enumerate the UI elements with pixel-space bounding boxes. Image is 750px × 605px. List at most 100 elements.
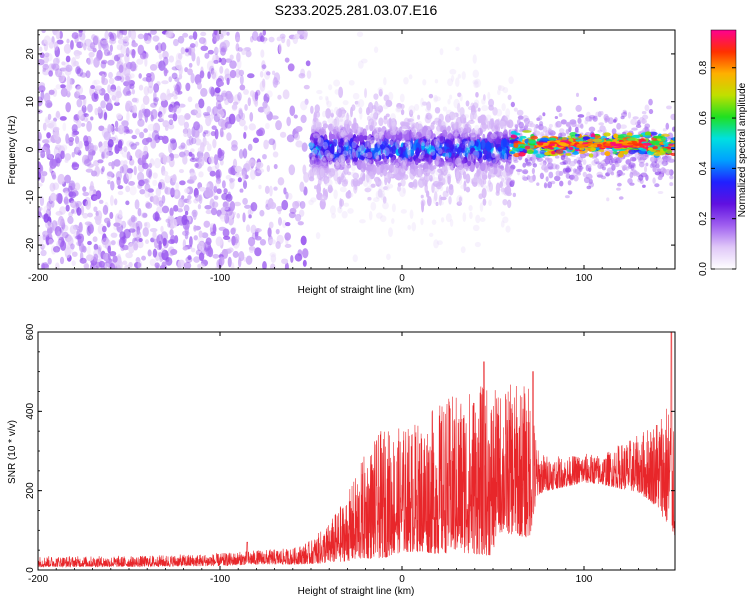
spectrogram-cell bbox=[616, 182, 622, 187]
spectrogram-cell bbox=[107, 245, 111, 254]
spectrogram-cell bbox=[161, 80, 169, 85]
spectrogram-cell bbox=[125, 100, 133, 112]
spectrogram-cell bbox=[448, 184, 454, 190]
spectrogram-cell bbox=[137, 240, 144, 249]
spectrogram-cell bbox=[118, 209, 123, 219]
spectrogram-cell bbox=[443, 171, 451, 176]
spectrogram-cell bbox=[38, 182, 43, 187]
spectrogram-cell bbox=[238, 109, 244, 120]
spectrogram-cell bbox=[136, 58, 144, 65]
spectrogram-cell bbox=[506, 121, 511, 128]
spectrogram-cell bbox=[150, 102, 157, 108]
spectrogram-cell bbox=[95, 85, 102, 90]
y-tick-label: 200 bbox=[25, 482, 36, 499]
spectrogram-cell bbox=[177, 261, 182, 269]
spectrogram-cell bbox=[157, 118, 164, 123]
spectrogram-cell bbox=[648, 109, 654, 115]
spectrogram-cell bbox=[440, 217, 445, 223]
spectrogram-cell bbox=[343, 202, 350, 207]
spectrogram-cell bbox=[78, 30, 83, 33]
spectrogram-cell bbox=[112, 255, 118, 263]
spectrogram-cell bbox=[268, 138, 276, 146]
spectrogram-cell bbox=[334, 178, 339, 185]
spectrogram-cell bbox=[481, 98, 486, 105]
spectrogram-cell bbox=[427, 113, 434, 120]
spectrogram-cell bbox=[168, 103, 174, 113]
spectrogram-cell bbox=[265, 122, 270, 130]
spectrogram-cell bbox=[194, 103, 200, 109]
spectrogram-cell bbox=[110, 232, 118, 238]
spectrogram-cell bbox=[125, 35, 130, 43]
spectrogram-cell bbox=[194, 40, 199, 48]
spectrogram-cell bbox=[609, 141, 617, 145]
spectrogram-cell bbox=[38, 85, 46, 93]
spectrogram-cell bbox=[642, 142, 652, 146]
spectrogram-cell bbox=[400, 168, 405, 173]
spectrogram-cell bbox=[539, 172, 545, 180]
spectrogram-cell bbox=[164, 95, 172, 101]
spectrogram-cell bbox=[619, 133, 628, 138]
spectrogram-cell bbox=[177, 201, 183, 209]
spectrogram-cell bbox=[138, 238, 143, 243]
spectrogram-cell bbox=[576, 144, 584, 148]
spectrogram-cell bbox=[480, 139, 486, 150]
spectrogram-cell bbox=[109, 251, 117, 257]
spectrogram-cell bbox=[126, 151, 131, 161]
spectrogram-cell bbox=[316, 175, 320, 180]
spectrogram-cell bbox=[52, 63, 60, 71]
spectrogram-cell bbox=[205, 209, 212, 215]
spectrogram-cell bbox=[397, 185, 401, 192]
spectrogram-cell bbox=[115, 113, 123, 120]
spectrogram-cell bbox=[38, 206, 43, 212]
spectrogram-cell bbox=[327, 184, 333, 194]
spectrogram-cell bbox=[227, 93, 234, 104]
spectrogram-cell bbox=[191, 153, 195, 161]
spectrogram-cell bbox=[247, 97, 252, 107]
spectrogram-cell bbox=[518, 152, 526, 157]
spectrogram-cell bbox=[148, 170, 152, 180]
spectrogram-cell bbox=[125, 252, 133, 259]
spectrogram-cell bbox=[481, 105, 489, 112]
spectrogram-cell bbox=[237, 257, 242, 268]
spectrogram-cell bbox=[298, 209, 305, 217]
spectrogram-cell bbox=[666, 157, 671, 162]
spectrogram-cell bbox=[455, 46, 460, 52]
spectrogram-cell bbox=[219, 127, 224, 138]
spectrogram-cell bbox=[395, 139, 401, 150]
spectrogram-cell bbox=[229, 177, 234, 184]
spectrogram-cell bbox=[47, 257, 52, 265]
spectrogram-cell bbox=[205, 237, 212, 246]
spectrogram-cell bbox=[201, 232, 209, 239]
spectrogram-cell bbox=[178, 199, 182, 207]
spectrogram-cell bbox=[275, 120, 282, 131]
spectrogram-cell bbox=[288, 164, 296, 176]
spectrogram-cell bbox=[510, 134, 518, 139]
spectrogram-cell bbox=[73, 114, 80, 123]
spectrogram-cell bbox=[212, 138, 217, 149]
spectrogram-cell bbox=[237, 47, 243, 52]
spectrogram-cell bbox=[519, 126, 525, 131]
spectrogram-cell bbox=[145, 201, 151, 208]
spectrogram-cell bbox=[459, 107, 465, 117]
spectrogram-cell bbox=[239, 74, 244, 85]
spectrogram-cell bbox=[152, 212, 160, 222]
spectrogram-cell bbox=[44, 52, 50, 58]
spectrogram-cell bbox=[342, 100, 349, 106]
spectrogram-cell bbox=[59, 116, 67, 121]
spectrogram-cell bbox=[333, 79, 341, 87]
spectrogram-cell bbox=[92, 236, 98, 243]
spectrogram-cell bbox=[103, 111, 108, 121]
spectrogram-cell bbox=[370, 109, 378, 120]
spectrogram-cell bbox=[521, 170, 528, 174]
spectrogram-cell bbox=[41, 30, 46, 34]
spectrogram-cell bbox=[313, 149, 318, 154]
spectrogram-cell bbox=[110, 84, 117, 92]
spectrogram-cell bbox=[486, 158, 494, 167]
spectrogram-y-label: Frequency (Hz) bbox=[7, 116, 18, 185]
spectrogram-cell bbox=[109, 89, 117, 96]
spectrogram-cell bbox=[260, 49, 265, 58]
spectrogram-cell bbox=[86, 120, 92, 132]
spectrogram-cell bbox=[218, 256, 225, 266]
spectrogram-cell bbox=[101, 225, 107, 233]
spectrogram-cell bbox=[135, 257, 141, 264]
